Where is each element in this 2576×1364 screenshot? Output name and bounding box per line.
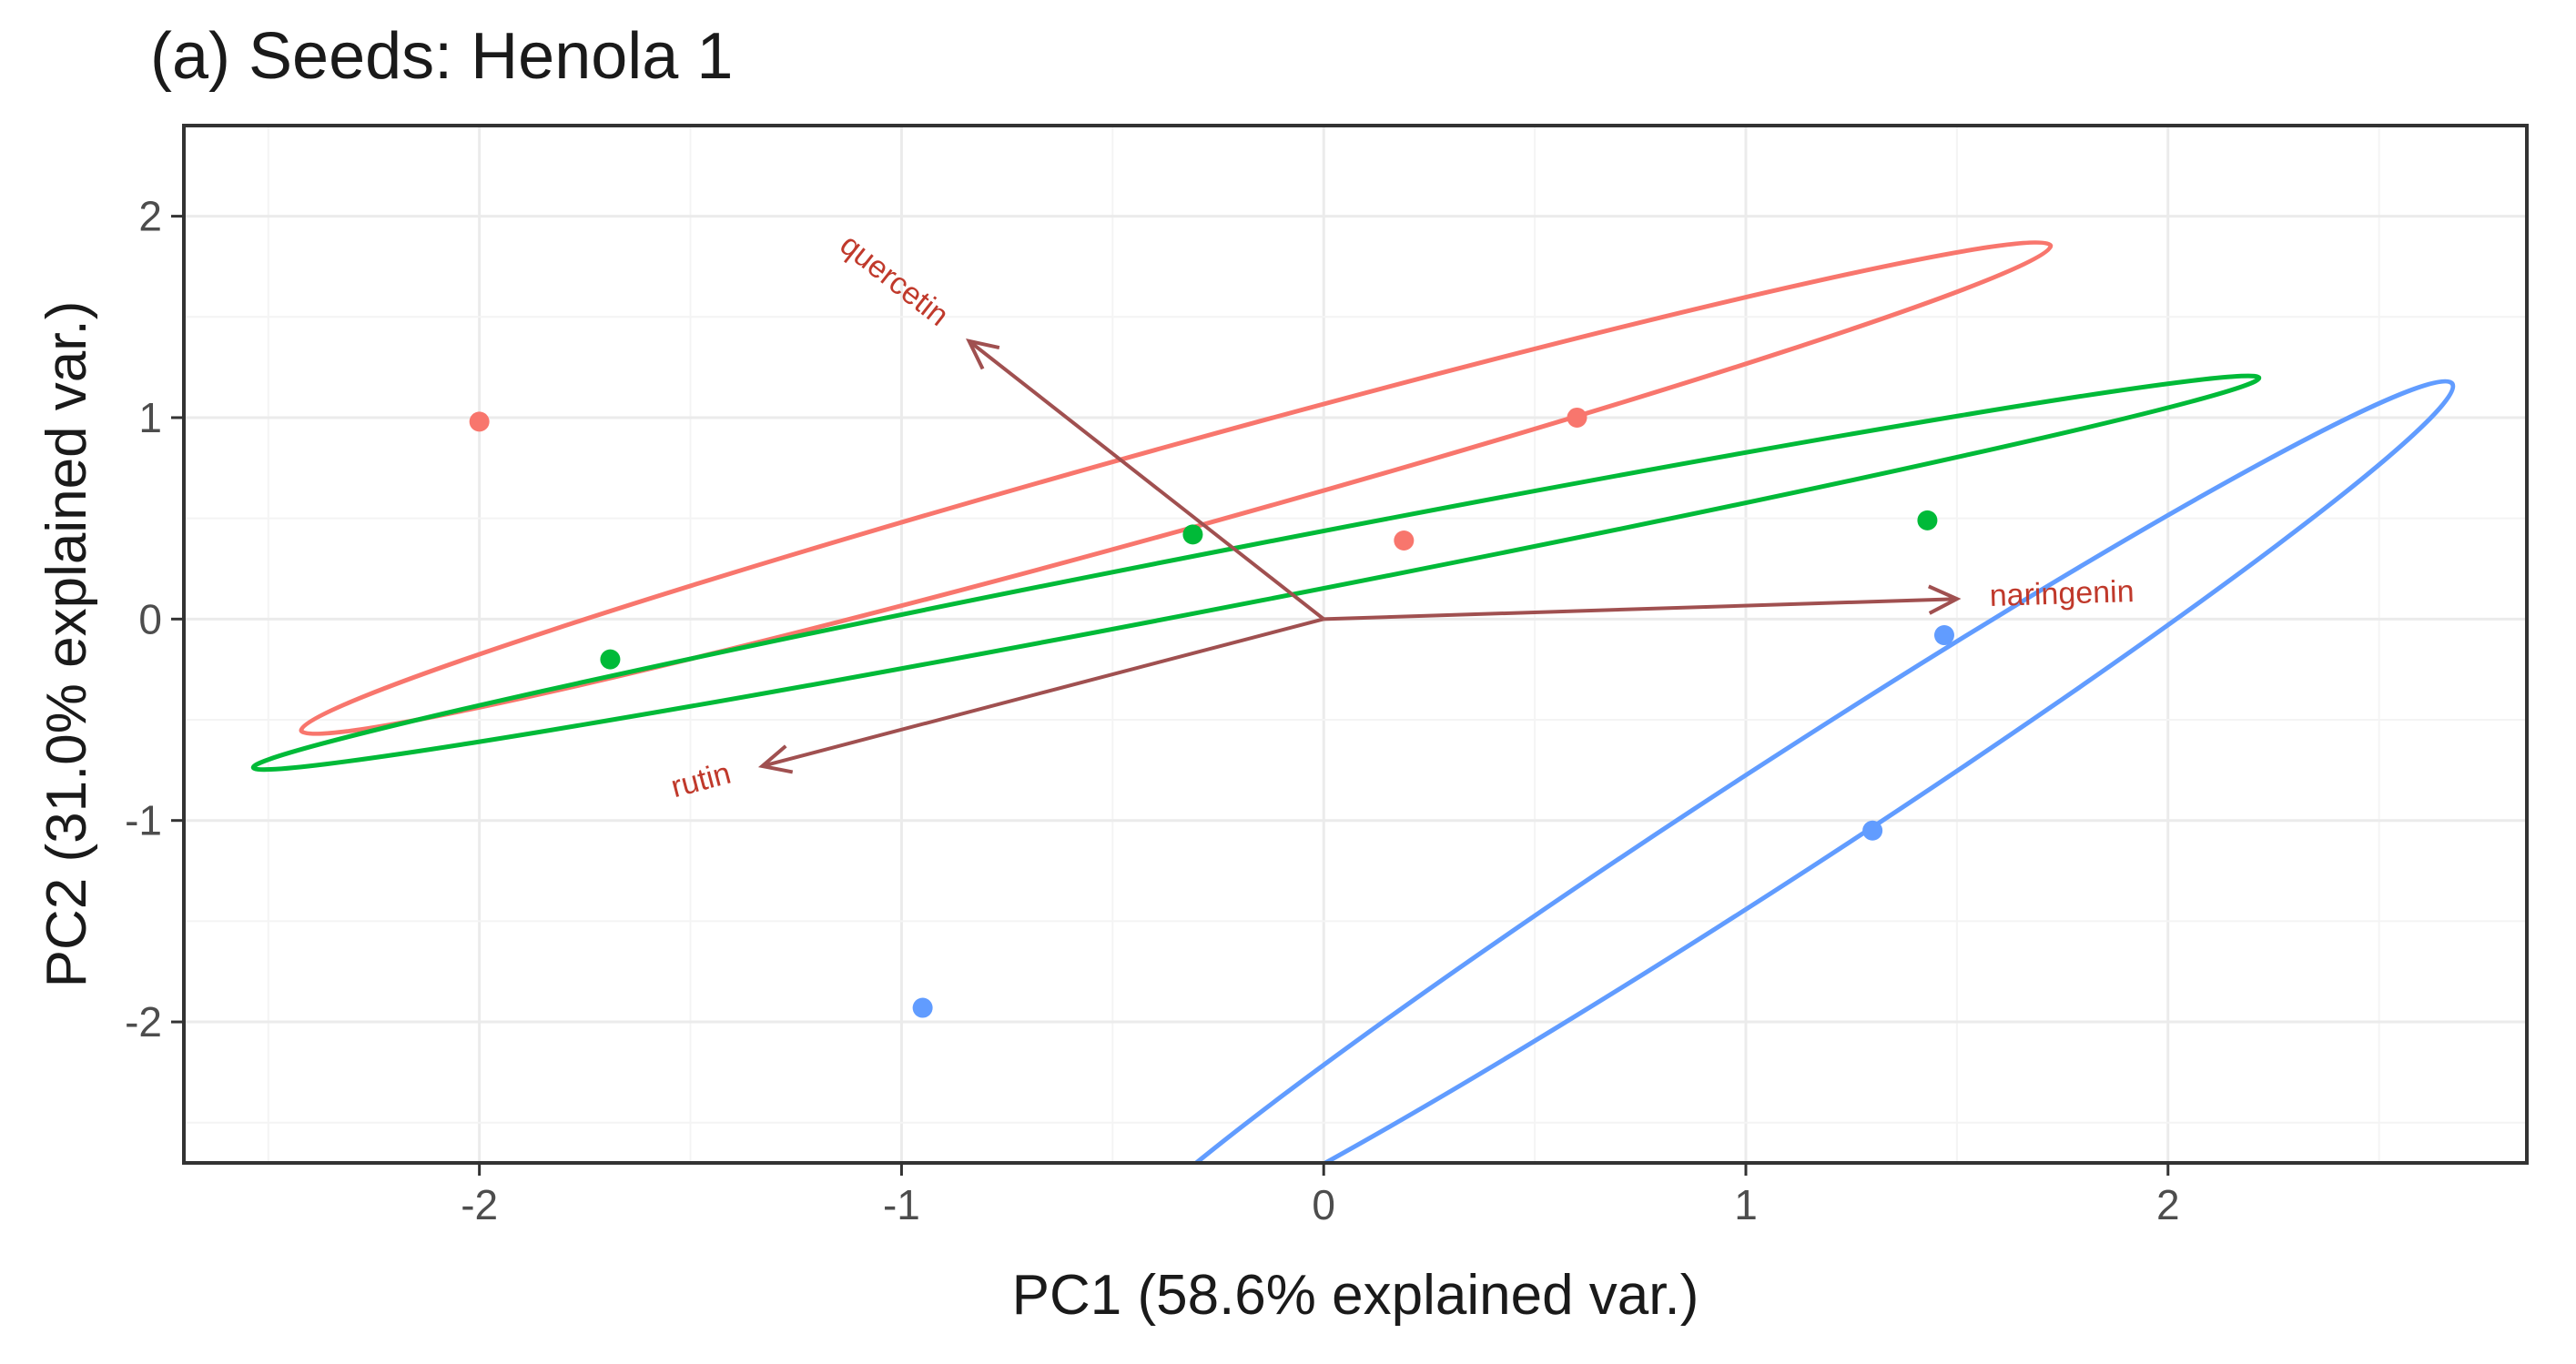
y-tick-label: 2 xyxy=(138,193,162,240)
ellipse-group-green xyxy=(250,373,2262,773)
point-group-blue xyxy=(912,997,933,1018)
point-group-red xyxy=(1394,530,1415,551)
axis-ticks: -2 -1 0 1 2 -2 -1 0 1 2 xyxy=(125,193,2179,1228)
y-tick-label: -1 xyxy=(125,797,162,844)
x-tick-label: 0 xyxy=(1312,1181,1335,1228)
data-points xyxy=(469,407,1954,1018)
x-tick-label: 2 xyxy=(2156,1181,2180,1228)
loading-arrowhead-rutin xyxy=(757,744,794,774)
x-tick-label: -2 xyxy=(461,1181,498,1228)
point-group-green xyxy=(600,649,621,670)
loading-arrow-naringenin xyxy=(1323,597,1957,621)
x-axis-title: PC1 (58.6% explained var.) xyxy=(1012,1264,1699,1327)
gridlines xyxy=(184,126,2527,1163)
y-tick-label: 0 xyxy=(138,595,162,642)
x-tick-label: -1 xyxy=(883,1181,920,1228)
point-group-green xyxy=(1917,510,1938,530)
loading-arrow-rutin xyxy=(761,617,1324,768)
loading-label-naringenin: naringenin xyxy=(1989,574,2135,613)
point-group-red xyxy=(1567,407,1587,428)
loading-arrowhead-naringenin xyxy=(1928,584,1962,615)
point-group-green xyxy=(1182,524,1203,545)
confidence-ellipses xyxy=(250,239,2456,1163)
ellipse-group-blue xyxy=(1103,379,2456,1163)
plot-panel-border xyxy=(182,124,2529,1165)
y-tick-label: -2 xyxy=(125,998,162,1046)
x-tick-label: 1 xyxy=(1734,1181,1758,1228)
loading-arrowhead-quercetin xyxy=(966,338,1000,370)
point-group-red xyxy=(469,411,490,432)
y-tick-label: 1 xyxy=(138,394,162,441)
chart-title: (a) Seeds: Henola 1 xyxy=(150,20,733,93)
point-group-blue xyxy=(1862,820,1883,841)
plot-panel-background xyxy=(184,126,2527,1163)
point-group-blue xyxy=(1933,625,1954,646)
loading-arrow-quercetin xyxy=(968,339,1325,621)
y-axis-title: PC2 (31.0% explained var.) xyxy=(35,301,98,988)
